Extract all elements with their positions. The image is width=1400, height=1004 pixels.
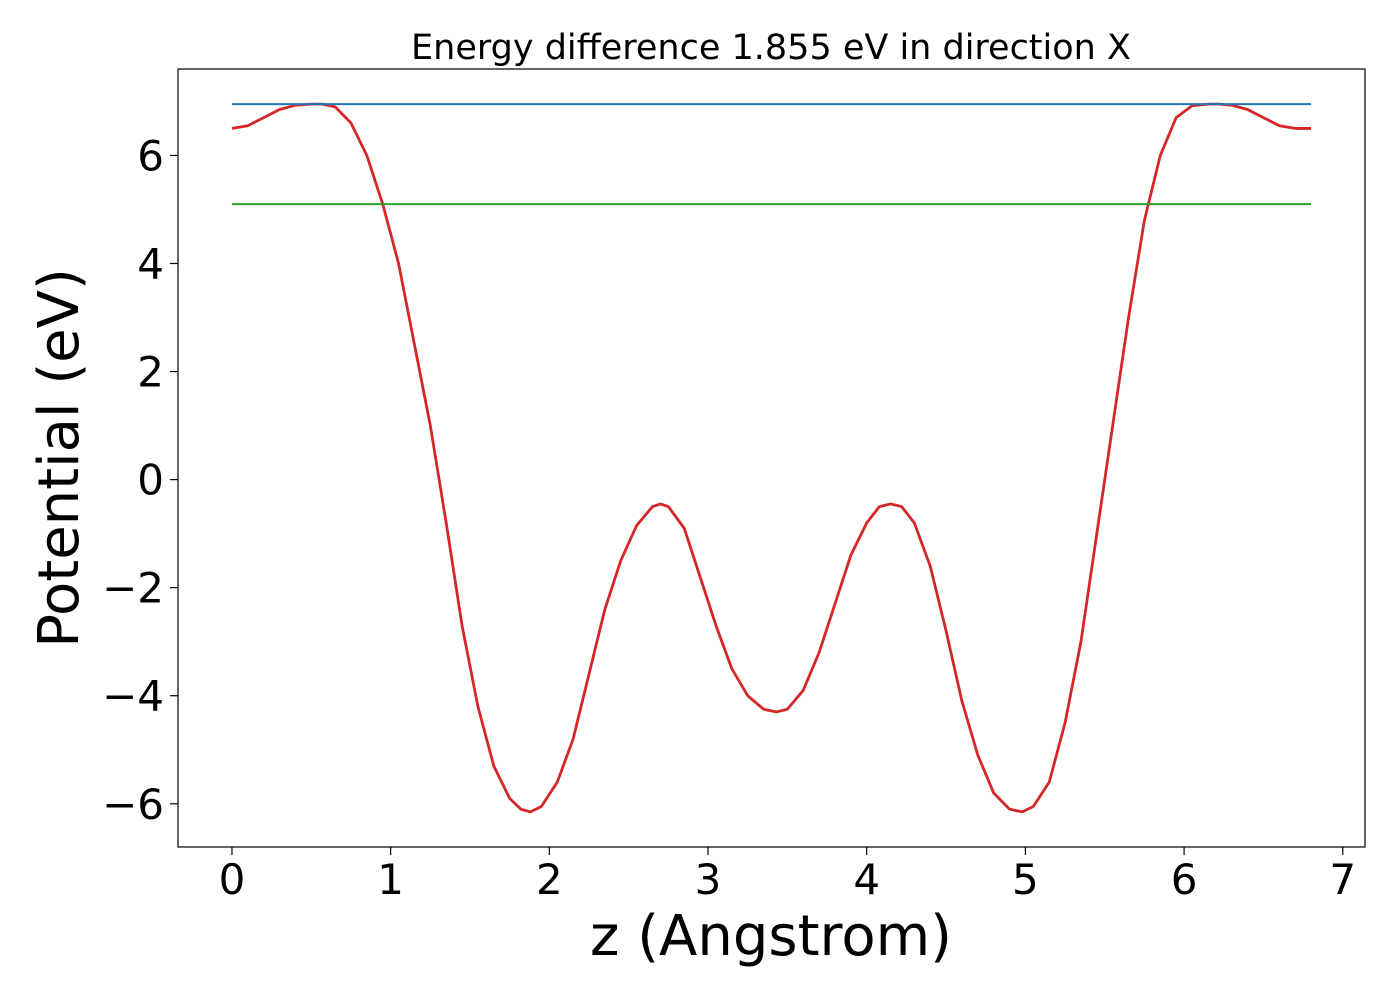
x-tick-label: 2 [536, 855, 563, 904]
x-tick-label: 5 [1012, 855, 1039, 904]
series-line-1 [231, 102, 1312, 814]
y-tick-label: −2 [102, 564, 164, 613]
chart-title: Energy difference 1.855 eV in direction … [411, 28, 1131, 68]
series-layer [231, 102, 1312, 814]
x-axis-ticks: 0 1 2 3 4 5 6 7 [219, 847, 1356, 904]
y-tick-label: 6 [137, 131, 164, 180]
plot-frame [177, 68, 1366, 848]
y-axis-ticks: −6 −4 −2 0 2 4 6 [102, 131, 178, 829]
x-tick-label: 0 [219, 855, 246, 904]
y-tick-label: 0 [137, 456, 164, 505]
y-tick-label: 2 [137, 348, 164, 397]
x-tick-label: 7 [1329, 855, 1356, 904]
x-tick-label: 6 [1171, 855, 1198, 904]
x-tick-label: 3 [695, 855, 722, 904]
y-axis-label: Potential (eV) [27, 268, 92, 648]
y-tick-label: 4 [137, 240, 164, 289]
y-tick-label: −6 [102, 780, 164, 829]
x-tick-label: 4 [853, 855, 880, 904]
x-axis-label: z (Angstrom) [590, 904, 952, 969]
x-tick-label: 1 [377, 855, 404, 904]
y-tick-label: −4 [102, 672, 164, 721]
